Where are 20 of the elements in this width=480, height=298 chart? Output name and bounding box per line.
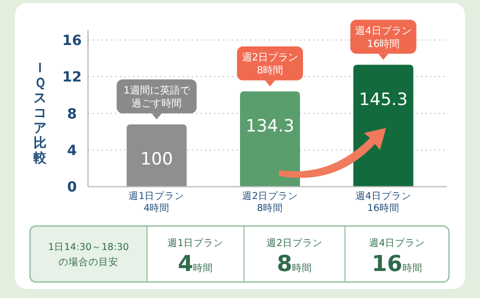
annotation: 1週間に英語で過ごす時間 [123, 84, 191, 110]
x-tick-label: 週4日プラン 16時間 [355, 190, 412, 214]
y-axis-title: ＩＱスコア比較 [32, 61, 48, 166]
y-tick-label: 4 [67, 143, 78, 160]
annotation: 週4日プラン 16時間 [355, 24, 412, 50]
bar [126, 124, 187, 187]
text: 週4日プラン 16時間 [368, 237, 426, 277]
x-tick-label: 週2日プラン 8時間 [242, 190, 298, 214]
text: 週2日プラン 8時間 [266, 237, 323, 277]
y-tick-label: 12 [62, 70, 82, 86]
y-tick-label: 16 [62, 33, 82, 49]
annotation: 134.3 [246, 116, 294, 136]
annotation: 145.3 [358, 90, 408, 110]
text: 週1日プラン 4時間 [167, 237, 224, 277]
y-tick-label: 8 [67, 106, 77, 122]
annotation: 週2日プラン 8時間 [242, 51, 298, 76]
x-tick-label: 週1日プラン 4時間 [128, 190, 185, 214]
annotation: 100 [140, 149, 173, 170]
y-tick-label: 0 [67, 180, 78, 196]
text: 1日14:30～18:30の場合の目安 [48, 242, 129, 268]
